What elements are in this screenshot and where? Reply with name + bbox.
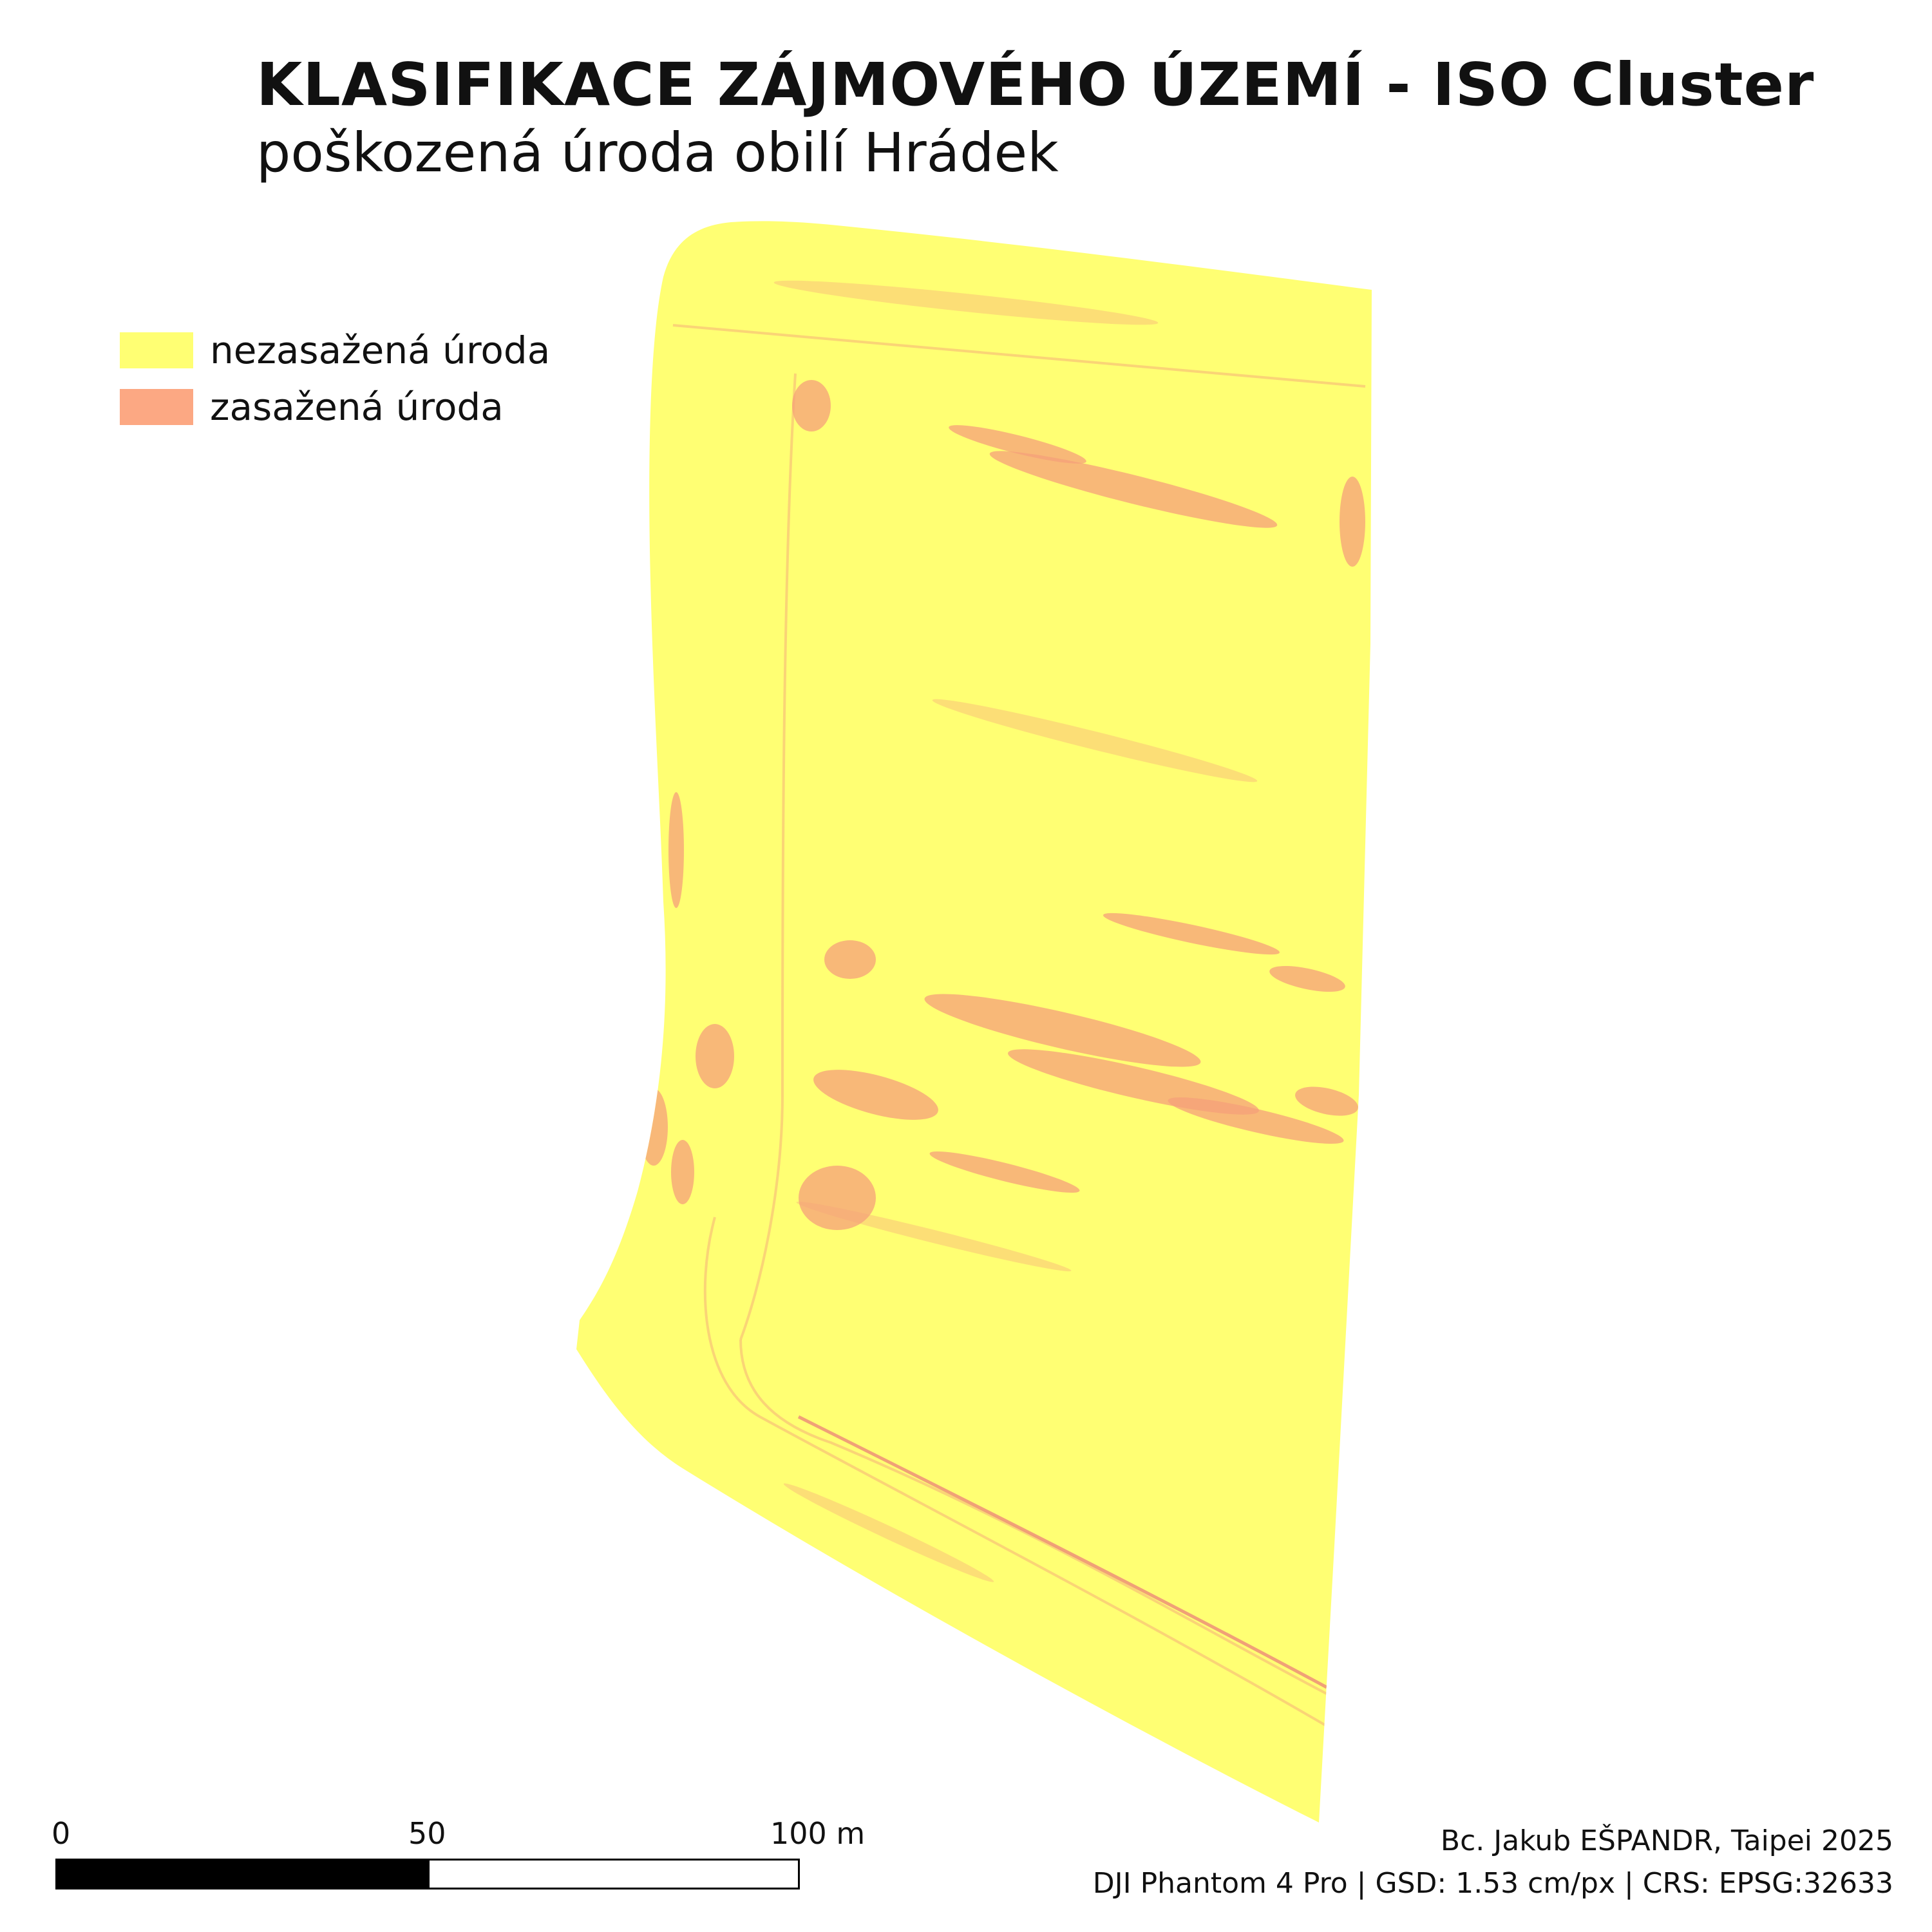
legend-label-unaffected: nezasažená úroda	[210, 328, 551, 372]
headland-line	[672, 324, 1366, 388]
scale-bar: 0 50 100 m	[52, 1816, 865, 1893]
damage-patch	[824, 940, 876, 979]
damage-patch	[773, 280, 1159, 325]
damage-patch	[639, 1088, 668, 1166]
headland-line	[739, 373, 797, 1340]
damage-patch	[696, 1024, 734, 1088]
damage-patch	[949, 425, 1086, 464]
damage-patch	[813, 1070, 938, 1120]
damage-patch	[668, 792, 684, 908]
damage-patch	[1269, 965, 1345, 992]
map-title: KLASIFIKACE ZÁJMOVÉHO ÚZEMÍ - ISO Cluste…	[256, 50, 1815, 119]
headland-line	[739, 1339, 1327, 1695]
damage-patch	[1340, 477, 1365, 567]
headland-line	[703, 1217, 1328, 1727]
damage-patch	[792, 380, 831, 431]
damage-patch	[783, 1483, 994, 1582]
credits-author: Bc. Jakub EŠPANDR, Taipei 2025	[1440, 1824, 1893, 1857]
damage-patch	[932, 699, 1258, 782]
scale-segment-black	[55, 1859, 428, 1889]
legend: nezasažená úroda zasažená úroda	[120, 322, 550, 435]
legend-swatch-unaffected	[120, 332, 193, 368]
damage-patch	[799, 1166, 876, 1230]
damage-layer	[639, 280, 1366, 1727]
credits-details: DJI Phantom 4 Pro | GSD: 1.53 cm/px | CR…	[1092, 1867, 1893, 1900]
damage-patch	[1295, 1086, 1358, 1116]
scale-label-0: 0	[52, 1816, 71, 1851]
damage-patch	[1103, 913, 1280, 955]
damage-patch	[1008, 1049, 1259, 1115]
headland-line	[797, 1415, 1328, 1689]
damage-patch	[924, 994, 1201, 1067]
legend-swatch-affected	[120, 389, 193, 425]
damage-patch	[796, 1201, 1072, 1272]
damage-patch	[989, 451, 1278, 528]
scale-label-50: 50	[408, 1816, 446, 1851]
damage-patch	[929, 1151, 1080, 1193]
map-credits: Bc. Jakub EŠPANDR, Taipei 2025 DJI Phant…	[1093, 1820, 1893, 1905]
legend-item-unaffected: nezasažená úroda	[120, 322, 550, 379]
damage-patch	[1168, 1097, 1344, 1144]
map-subtitle: poškozená úroda obilí Hrádek	[256, 121, 1059, 184]
scale-label-100: 100 m	[770, 1816, 866, 1851]
scale-segment-white	[428, 1859, 800, 1889]
legend-item-affected: zasažená úroda	[120, 379, 550, 435]
legend-label-affected: zasažená úroda	[210, 385, 504, 429]
damage-patch	[671, 1140, 694, 1204]
